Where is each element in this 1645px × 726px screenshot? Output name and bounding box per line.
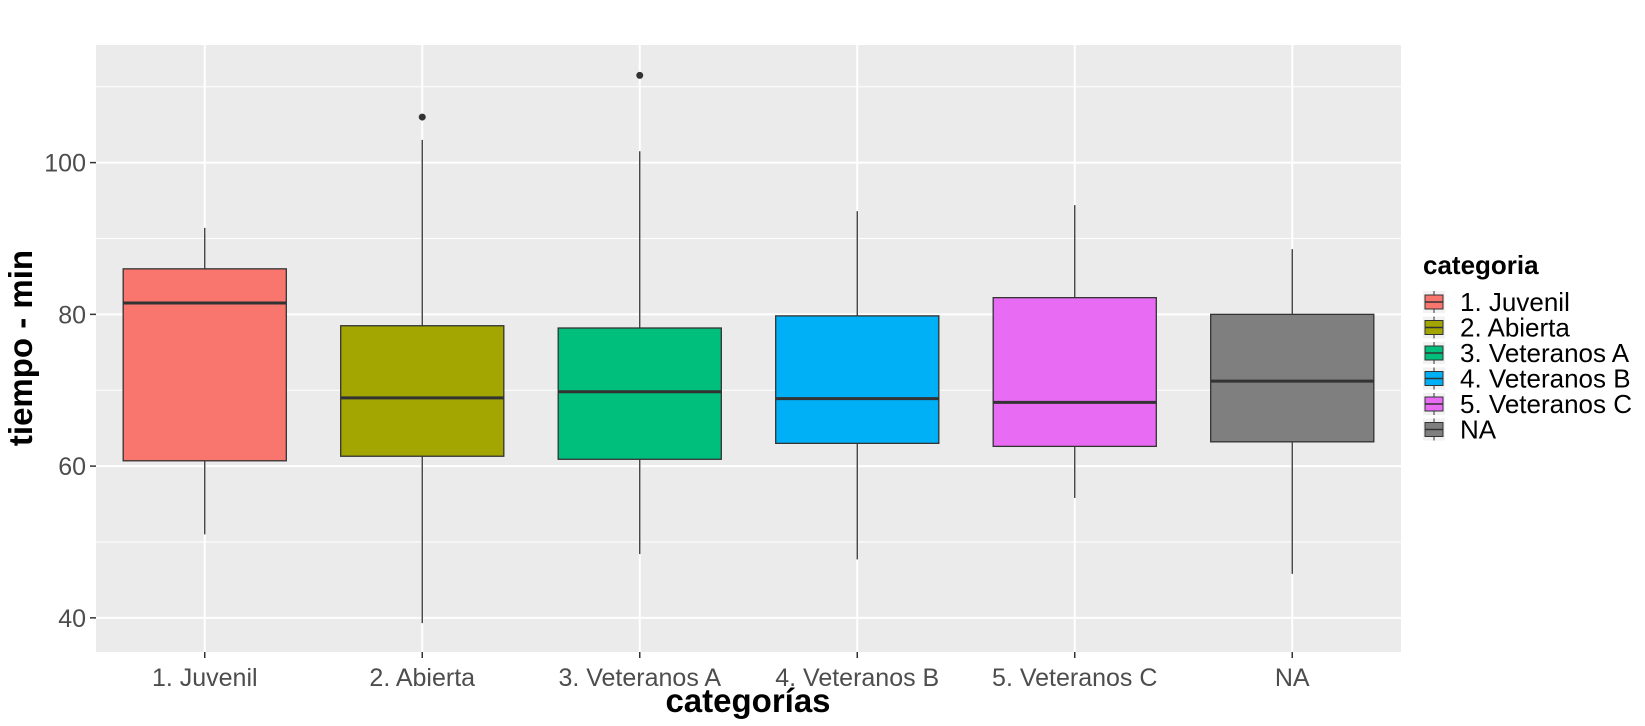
legend-item: 3. Veteranos A bbox=[1423, 338, 1630, 368]
legend-label: NA bbox=[1460, 415, 1497, 445]
x-tick-label: 3. Veteranos A bbox=[558, 664, 721, 692]
box-group bbox=[775, 211, 940, 560]
x-tick-label: 5. Veteranos C bbox=[992, 664, 1157, 692]
box bbox=[992, 297, 1157, 448]
box bbox=[557, 327, 722, 460]
x-tick-label: NA bbox=[1275, 664, 1310, 692]
legend-title: categoria bbox=[1423, 250, 1539, 280]
legend-label: 1. Juvenil bbox=[1460, 287, 1570, 317]
box-group bbox=[122, 227, 287, 535]
y-axis-ticks: 40 60 80 100 bbox=[44, 150, 96, 633]
x-tick-label: 4. Veteranos B bbox=[775, 664, 939, 692]
x-axis-ticks: 1. Juvenil 2. Abierta 3. Veteranos A 4. Vet… bbox=[152, 652, 1310, 692]
outlier-point bbox=[636, 71, 644, 79]
legend-label: 4. Veteranos B bbox=[1460, 364, 1631, 394]
y-axis-title: tiempo - min bbox=[2, 250, 39, 446]
box bbox=[340, 325, 505, 457]
x-axis-title: categorías bbox=[665, 682, 830, 719]
legend-label: 2. Abierta bbox=[1460, 313, 1570, 343]
x-tick-label: 2. Abierta bbox=[369, 664, 475, 692]
box bbox=[122, 268, 287, 462]
y-tick-label: 80 bbox=[58, 301, 86, 329]
legend-item: 2. Abierta bbox=[1423, 313, 1570, 343]
y-tick-label: 60 bbox=[58, 453, 86, 481]
legend-label: 3. Veteranos A bbox=[1460, 338, 1630, 368]
box-group bbox=[1210, 249, 1375, 574]
boxes bbox=[122, 71, 1375, 624]
x-tick-label: 1. Juvenil bbox=[152, 664, 258, 692]
y-tick-label: 40 bbox=[58, 605, 86, 633]
outlier-point bbox=[418, 113, 426, 121]
legend-item: 1. Juvenil bbox=[1423, 287, 1570, 317]
plot-panel bbox=[96, 45, 1401, 652]
box-group bbox=[557, 71, 722, 555]
box-group bbox=[992, 205, 1157, 498]
legend-item: 4. Veteranos B bbox=[1423, 364, 1631, 394]
legend-item: 5. Veteranos C bbox=[1423, 389, 1632, 419]
y-tick-label: 100 bbox=[44, 150, 86, 178]
legend-item: NA bbox=[1423, 415, 1497, 445]
legend-label: 5. Veteranos C bbox=[1460, 389, 1632, 419]
box bbox=[775, 315, 940, 444]
box-group bbox=[340, 113, 505, 624]
box bbox=[1210, 313, 1375, 443]
